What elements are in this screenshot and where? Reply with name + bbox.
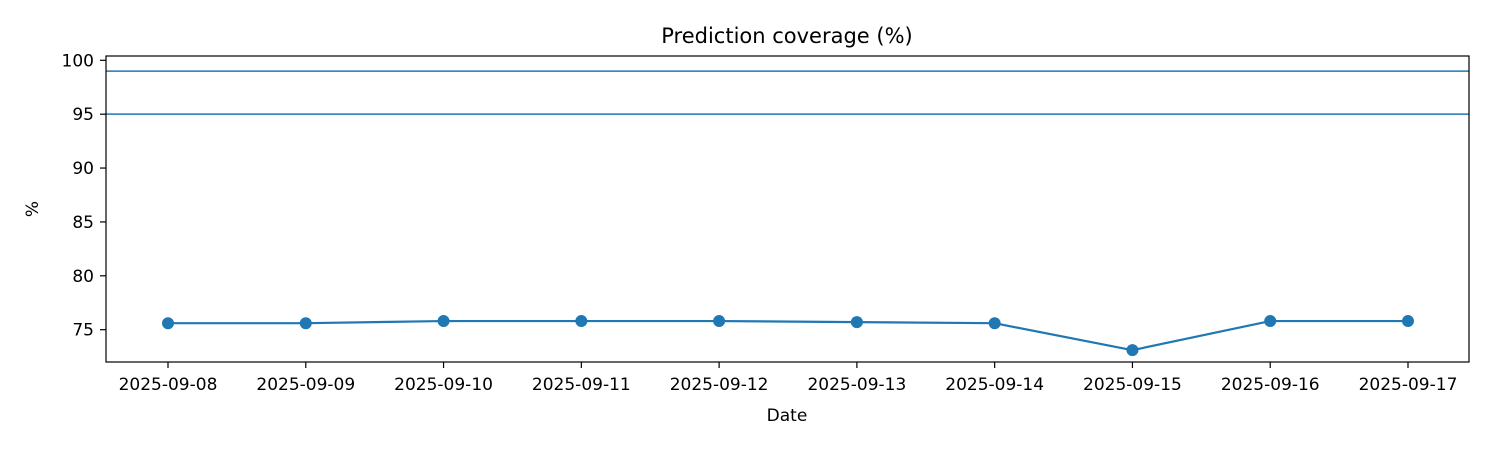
x-axis: 2025-09-08 2025-09-09 2025-09-10 2025-09-11… bbox=[119, 362, 1458, 395]
chart-title: Prediction coverage (%) bbox=[661, 24, 913, 48]
data-point bbox=[299, 317, 312, 330]
data-point bbox=[850, 316, 863, 329]
data-point bbox=[575, 315, 588, 328]
x-axis-label: Date bbox=[767, 406, 808, 426]
y-tick-label: 75 bbox=[72, 321, 94, 341]
x-tick-label: 2025-09-08 bbox=[119, 375, 218, 395]
data-point bbox=[988, 317, 1001, 330]
x-tick-label: 2025-09-12 bbox=[670, 375, 769, 395]
data-point bbox=[1402, 315, 1414, 328]
y-axis: 75 80 85 90 95 100 bbox=[62, 51, 106, 341]
x-tick-label: 2025-09-15 bbox=[1083, 375, 1182, 395]
y-tick-label: 100 bbox=[62, 51, 94, 71]
data-point bbox=[713, 315, 726, 328]
y-tick-label: 80 bbox=[72, 267, 94, 287]
x-tick-label: 2025-09-11 bbox=[532, 375, 631, 395]
data-point bbox=[1126, 344, 1139, 357]
plot-frame bbox=[105, 55, 1470, 363]
x-tick-label: 2025-09-13 bbox=[807, 375, 906, 395]
x-tick-label: 2025-09-10 bbox=[394, 375, 493, 395]
series-layer bbox=[162, 315, 1414, 357]
data-point bbox=[437, 315, 450, 328]
y-tick-label: 95 bbox=[72, 105, 94, 125]
x-tick-label: 2025-09-17 bbox=[1359, 375, 1458, 395]
y-tick-label: 85 bbox=[72, 213, 94, 233]
y-axis-label: % bbox=[23, 201, 43, 217]
reference-lines bbox=[106, 70, 1469, 115]
data-point bbox=[162, 317, 174, 330]
x-tick-label: 2025-09-16 bbox=[1221, 375, 1320, 395]
x-tick-label: 2025-09-09 bbox=[256, 375, 355, 395]
data-point bbox=[1264, 315, 1277, 328]
x-tick-label: 2025-09-14 bbox=[945, 375, 1044, 395]
y-tick-label: 90 bbox=[72, 159, 94, 179]
series-line-0 bbox=[168, 319, 1408, 352]
